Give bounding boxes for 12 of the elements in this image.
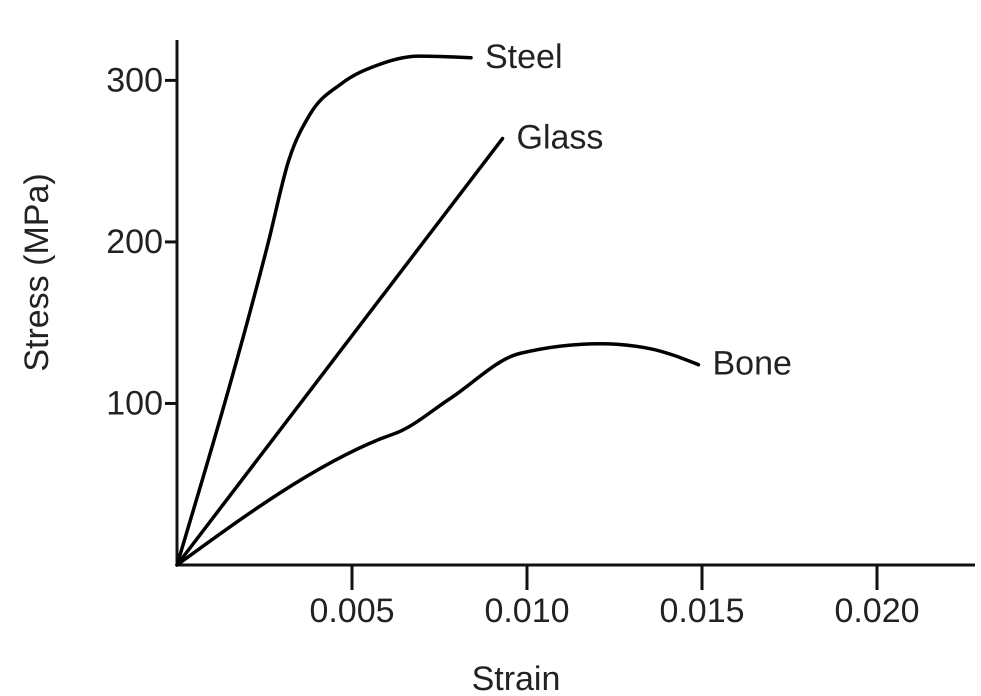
x-tick-label: 0.005 <box>309 592 395 630</box>
series-label: Steel <box>485 38 562 76</box>
y-tick-label: 200 <box>106 222 163 261</box>
series-label: Bone <box>712 344 792 383</box>
series-label: Glass <box>516 118 604 157</box>
y-axis-title: Stress (MPa) <box>18 173 56 372</box>
x-tick-label: 0.015 <box>659 592 745 630</box>
x-tick-label: 0.020 <box>834 592 920 630</box>
x-tick-label: 0.010 <box>484 592 570 630</box>
x-axis-title: Strain <box>472 660 560 696</box>
y-tick-label: 300 <box>106 61 163 100</box>
y-tick-label: 100 <box>106 384 163 422</box>
